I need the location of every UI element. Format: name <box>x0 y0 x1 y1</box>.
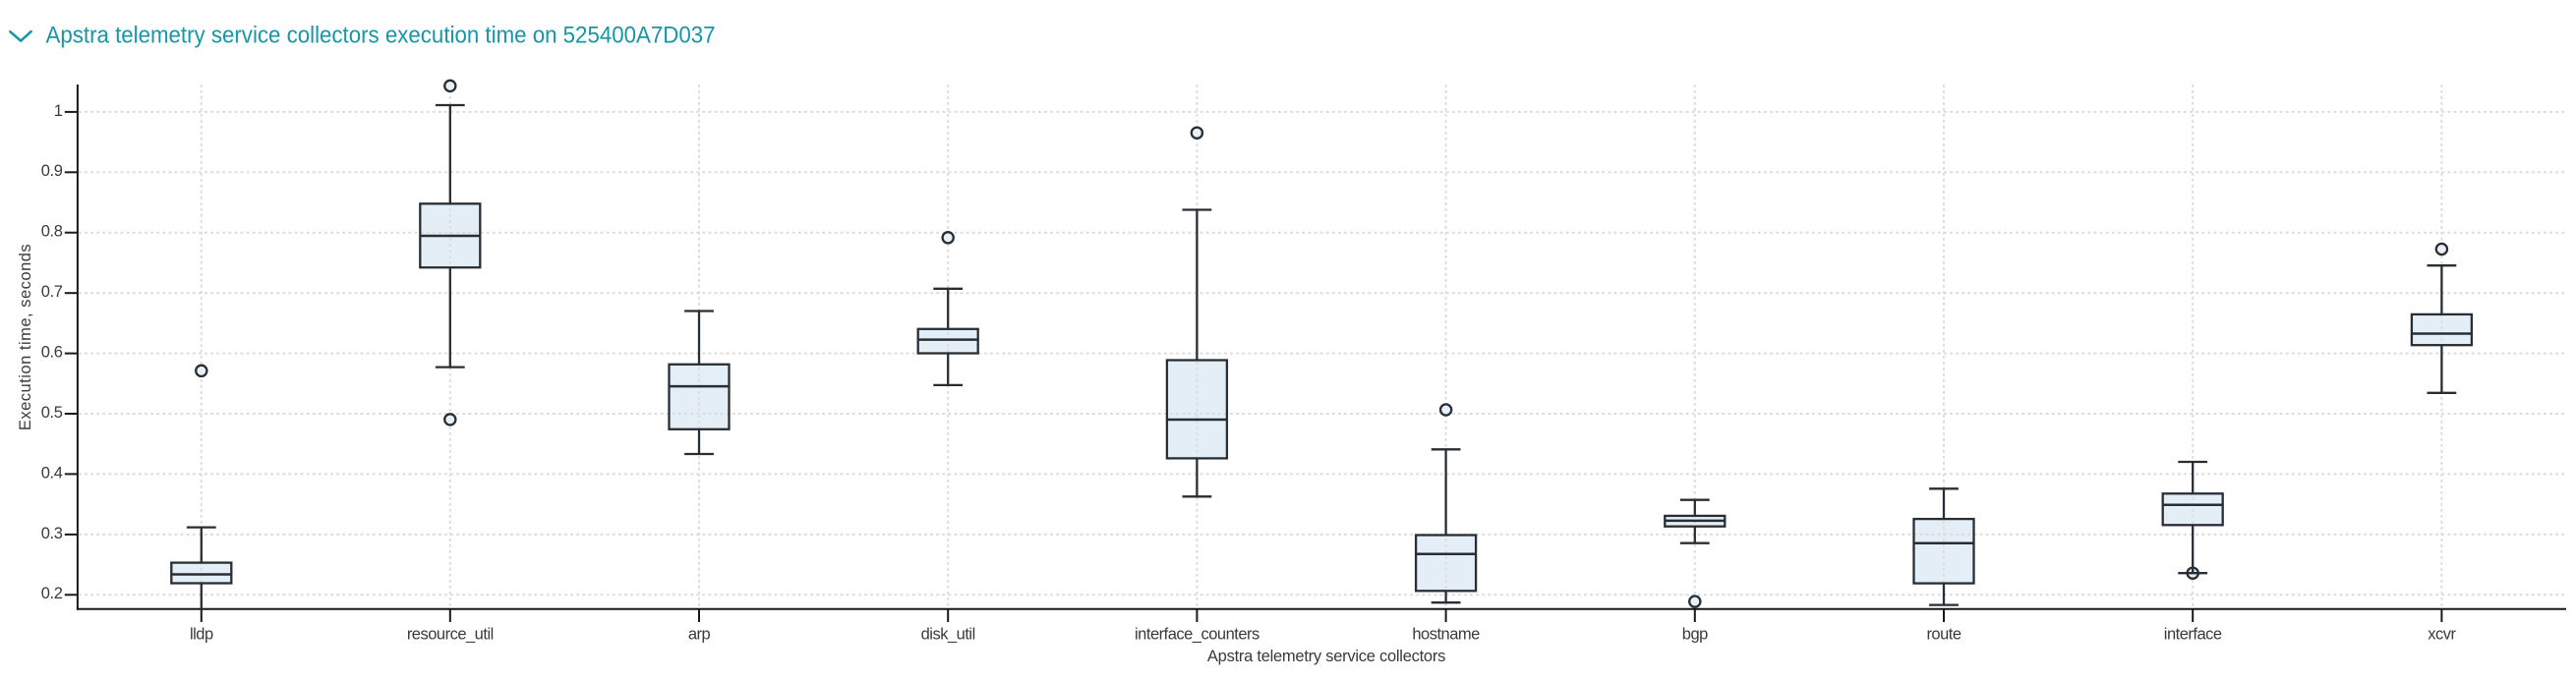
svg-text:xcvr: xcvr <box>2428 626 2456 644</box>
svg-text:interface_counters: interface_counters <box>1135 626 1259 644</box>
svg-text:lldp: lldp <box>190 626 213 644</box>
svg-text:bgp: bgp <box>1682 626 1708 644</box>
svg-text:0.2: 0.2 <box>41 585 63 602</box>
svg-text:interface: interface <box>2164 626 2222 644</box>
svg-text:0.6: 0.6 <box>41 344 63 362</box>
svg-text:Apstra telemetry service colle: Apstra telemetry service collectors <box>1207 648 1445 665</box>
svg-text:resource_util: resource_util <box>407 626 494 644</box>
svg-text:0.4: 0.4 <box>41 464 63 482</box>
svg-text:route: route <box>1926 626 1961 644</box>
svg-text:0.7: 0.7 <box>41 283 63 301</box>
svg-text:arp: arp <box>688 626 711 644</box>
svg-text:1: 1 <box>54 102 63 120</box>
svg-text:0.5: 0.5 <box>41 404 63 422</box>
svg-text:disk_util: disk_util <box>921 626 975 644</box>
svg-text:0.9: 0.9 <box>41 162 63 180</box>
svg-text:0.8: 0.8 <box>41 223 63 241</box>
svg-text:Execution time, seconds: Execution time, seconds <box>17 244 34 430</box>
svg-text:0.3: 0.3 <box>41 525 63 542</box>
svg-text:Apstra telemetry service colle: Apstra telemetry service collectors exec… <box>46 23 716 49</box>
svg-text:hostname: hostname <box>1412 626 1480 644</box>
